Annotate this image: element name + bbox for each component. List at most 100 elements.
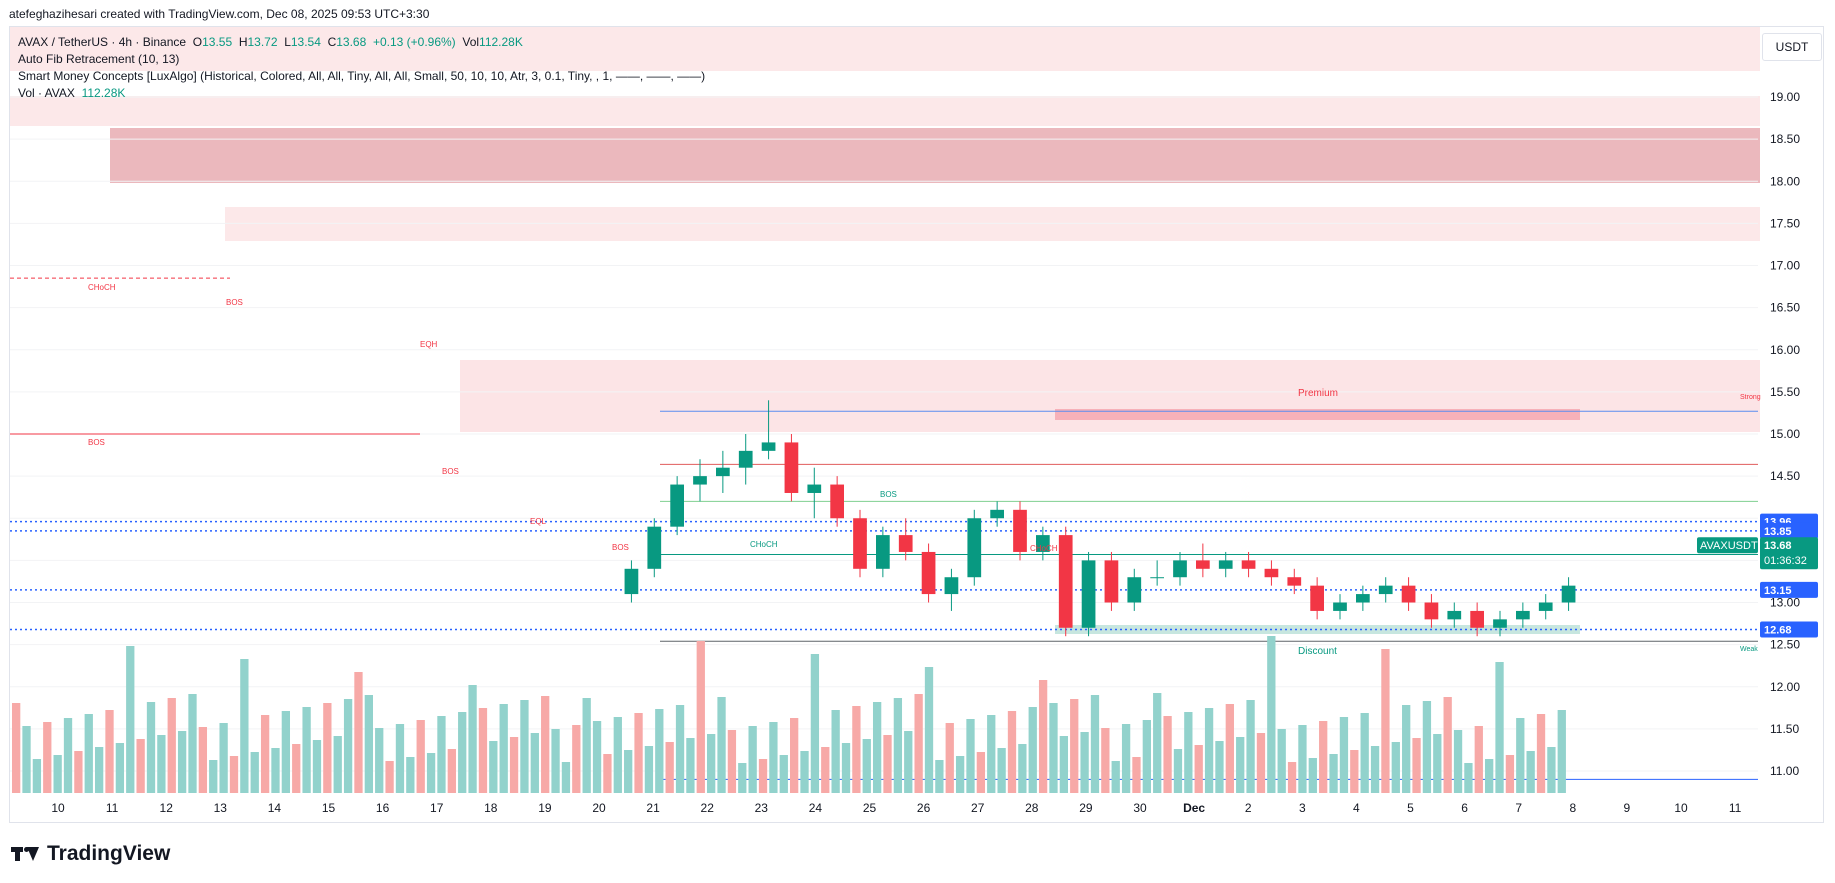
currency-selector[interactable]: USDT: [1762, 33, 1822, 61]
candle-body: [876, 535, 890, 569]
legend-ohlc-row: AVAX / TetherUS · 4h · Binance O13.55 H1…: [18, 34, 705, 51]
legend-smc[interactable]: Smart Money Concepts [LuxAlgo] (Historic…: [18, 69, 706, 83]
x-tick-label: 3: [1299, 801, 1306, 815]
volume-bar: [509, 737, 519, 793]
legend-fib[interactable]: Auto Fib Retracement (10, 13): [18, 52, 180, 66]
x-tick-label: 24: [809, 801, 823, 815]
volume-bar: [1038, 680, 1048, 793]
last-price-text: 13.68: [1764, 540, 1792, 552]
price-axis[interactable]: 19.00 18.50 18.00 17.50 17.00 16.50 16.00 15.50…: [1770, 90, 1800, 778]
volume-bar: [1028, 707, 1037, 793]
legend-symbol[interactable]: AVAX / TetherUS · 4h · Binance: [18, 35, 187, 49]
price-tag-text: 13.85: [1764, 526, 1792, 538]
volume-bar: [1236, 737, 1245, 793]
structure-label: BOS: [88, 438, 105, 447]
volume-bar: [1422, 701, 1432, 793]
volume-bar: [1412, 738, 1421, 793]
volume-bar: [1298, 725, 1307, 793]
candle-body: [738, 450, 753, 468]
supply-zones: [10, 27, 1760, 634]
structure-label: CHoCH: [1030, 544, 1058, 553]
volume-bar: [1433, 734, 1442, 793]
y-tick-label: 11.00: [1770, 764, 1799, 778]
volume-bar: [1495, 662, 1504, 793]
candle-body: [716, 467, 730, 477]
volume-bar: [177, 731, 187, 793]
structure-label: EQL: [530, 517, 547, 526]
x-tick-label: 12: [160, 801, 174, 815]
volume-bar: [955, 756, 965, 793]
tradingview-logo: TradingView: [11, 842, 170, 866]
volume-bar: [1111, 761, 1120, 793]
structure-label: CHoCH: [88, 283, 116, 292]
volume-bar: [1319, 721, 1328, 793]
structure-labels: CHoCH BOS EQH BOS BOS EQL BOS CHoCH BOS CHoCH Prem…: [88, 283, 1761, 657]
x-tick-label: 16: [376, 801, 390, 815]
volume-bar: [976, 752, 986, 793]
volume-bar: [437, 716, 446, 793]
volume-bar: [12, 703, 21, 793]
discount-label: Discount: [1298, 646, 1337, 657]
open-value: 13.55: [202, 35, 233, 49]
volume-bar: [1547, 747, 1556, 793]
time-axis[interactable]: 10 11 12 13 14 15 16 17 18 19 20 21 22 23 24 25 26 27 28 29…: [51, 801, 1741, 815]
volume-bar: [499, 704, 508, 793]
volume-bar: [634, 713, 643, 793]
y-tick-label: 19.00: [1770, 90, 1800, 104]
volume-bar: [603, 754, 612, 793]
candle-body: [670, 484, 684, 527]
structure-label: BOS: [880, 490, 897, 499]
volume-bar: [613, 717, 622, 793]
volume-bar: [209, 760, 218, 793]
volume-bar: [1443, 697, 1452, 793]
volume-bar: [157, 735, 166, 793]
volume-bar: [416, 720, 425, 793]
volume-bar: [686, 738, 695, 793]
volume-bar: [987, 715, 996, 793]
x-tick-label: 5: [1407, 801, 1414, 815]
volume-bar: [292, 744, 301, 793]
x-tick-label: 15: [322, 801, 336, 815]
candle-body: [693, 476, 707, 485]
y-tick-label: 18.00: [1770, 174, 1800, 188]
volume-bar: [1308, 758, 1317, 793]
volume-bar: [520, 700, 529, 793]
volume-bar: [260, 715, 270, 793]
volume-label: Vol: [462, 35, 480, 49]
volume-bar: [769, 722, 778, 793]
structure-label: BOS: [442, 467, 459, 476]
price-tag-bg: [1760, 581, 1818, 598]
volume-bar: [561, 762, 571, 793]
candle-body: [1470, 610, 1484, 628]
y-tick-label: 12.00: [1770, 680, 1800, 694]
volume-bar: [779, 755, 788, 793]
volume-bar: [1204, 708, 1214, 793]
volume-bar: [1464, 763, 1473, 793]
volume-bar: [665, 742, 674, 793]
x-tick-label: 21: [646, 801, 660, 815]
price-tag-bg: [1760, 621, 1818, 638]
weak-low-label: Weak: [1740, 646, 1758, 653]
x-tick-label: 11: [1729, 801, 1742, 815]
volume-bar: [582, 698, 591, 793]
legend-volume-indicator[interactable]: Vol · AVAX 112.28K: [18, 85, 705, 102]
candle-body: [1356, 594, 1370, 603]
x-tick-label: 30: [1133, 801, 1147, 815]
x-tick-label: 27: [971, 801, 985, 815]
volume-bar: [94, 747, 104, 793]
volume-bar: [1194, 745, 1203, 793]
x-tick-label: 14: [268, 801, 282, 815]
y-tick-label: 17.00: [1770, 259, 1800, 273]
volume-bar: [1142, 720, 1151, 793]
candle-body: [944, 577, 959, 595]
x-tick-label: 22: [701, 801, 715, 815]
candle-body: [1104, 560, 1119, 603]
candle-body: [921, 551, 936, 595]
volume-bar: [1163, 716, 1172, 793]
structure-label: BOS: [226, 298, 243, 307]
last-price-tag-bg: [1760, 537, 1818, 570]
volume-bar: [312, 740, 322, 793]
candle-body: [1424, 602, 1439, 620]
tradingview-mark-icon: [11, 844, 41, 864]
